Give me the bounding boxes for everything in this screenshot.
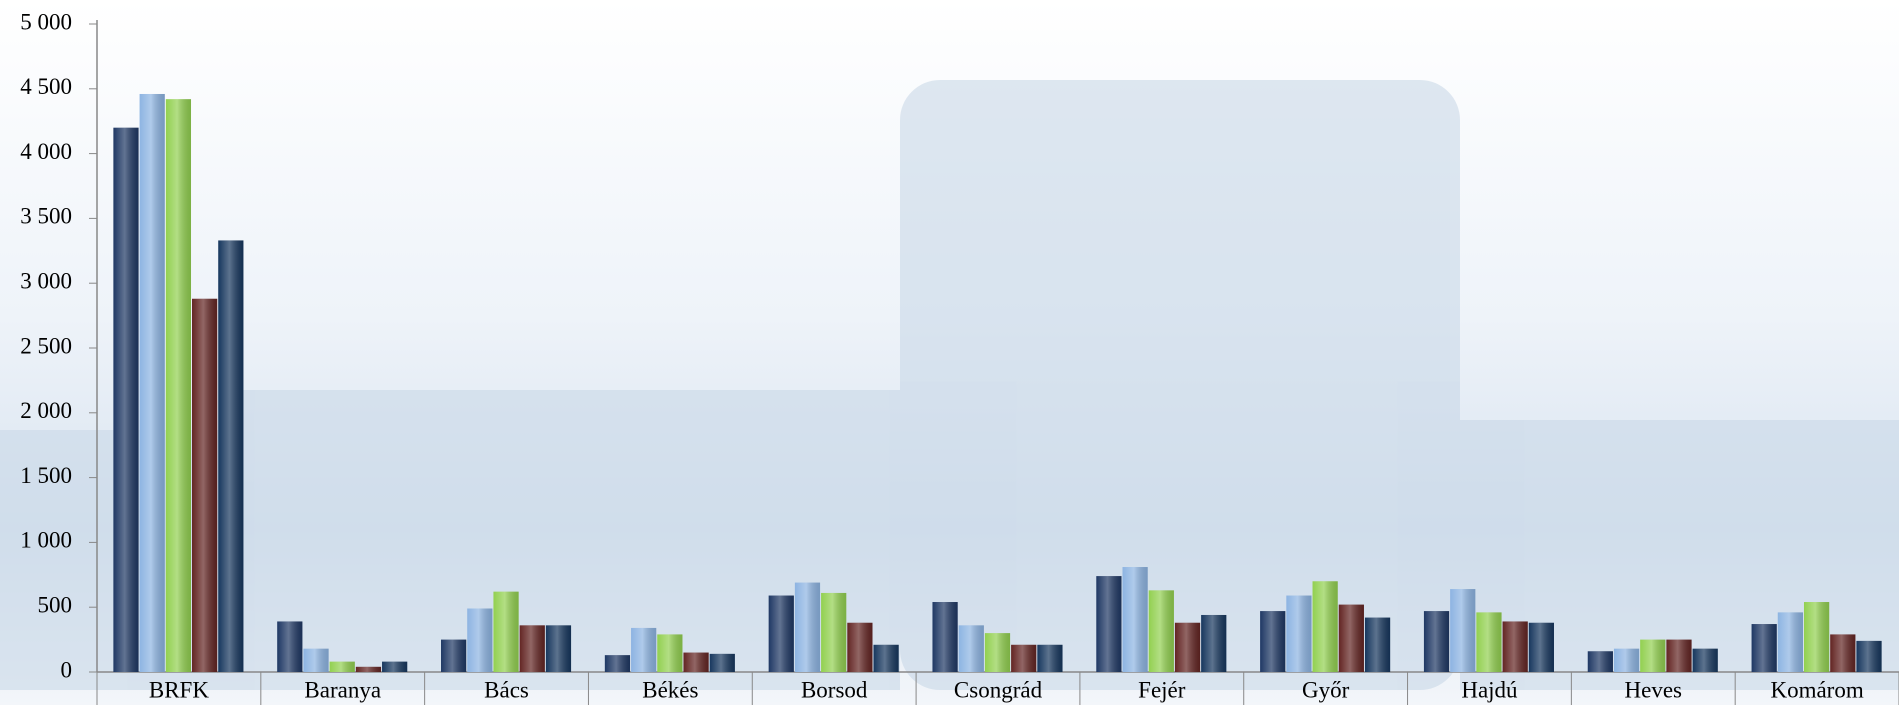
bar-shine <box>1666 639 1692 672</box>
bar-shine <box>467 608 493 672</box>
bar-shine <box>1286 595 1312 672</box>
bar-shine <box>657 634 683 672</box>
y-tick-label: 0 <box>61 657 73 682</box>
bar-shine <box>519 625 545 672</box>
bar-shine <box>1751 624 1777 672</box>
bar-shine <box>821 592 847 672</box>
bar-shine <box>1037 644 1063 672</box>
bar-shine <box>1260 611 1286 672</box>
bar-shine <box>1587 651 1613 672</box>
x-tick-label: Heves <box>1625 677 1683 702</box>
bar-shine <box>1692 648 1718 672</box>
bar-shine <box>794 582 821 672</box>
bar-shine <box>1613 648 1640 672</box>
bar-shine <box>1174 622 1201 672</box>
y-tick-label: 2 500 <box>20 333 72 358</box>
bar-shine <box>113 127 139 673</box>
bar-shine <box>873 644 899 672</box>
bar-shine <box>1640 639 1666 672</box>
x-tick-label: Borsod <box>801 677 868 702</box>
bar-shine <box>493 591 519 672</box>
bar-shine <box>631 627 657 672</box>
bar-shine <box>1011 644 1037 672</box>
bar-shine <box>1528 622 1554 672</box>
x-tick-label: Bács <box>484 677 529 702</box>
bar-shine <box>984 633 1011 672</box>
bar-shine <box>1122 567 1148 672</box>
x-tick-label: BRFK <box>149 677 209 702</box>
bar-shine <box>441 639 467 672</box>
bar-shine <box>847 622 873 672</box>
bar-shine <box>932 602 958 672</box>
bar-shine <box>1364 617 1391 672</box>
bar-shine <box>192 298 218 672</box>
bar-shine <box>1148 590 1174 672</box>
bar-shine <box>1830 634 1856 672</box>
bar-shine <box>277 621 303 672</box>
bar-shine <box>1476 612 1502 672</box>
x-tick-label: Komárom <box>1770 677 1863 702</box>
bar-shine <box>1312 581 1338 672</box>
y-tick-label: 5 000 <box>20 9 72 34</box>
bar-shine <box>218 240 244 672</box>
bar-shine <box>958 625 984 672</box>
x-tick-label: Fejér <box>1138 677 1186 702</box>
bar-shine <box>355 666 382 672</box>
bar-shine <box>303 648 329 672</box>
bar-shine <box>329 661 355 672</box>
bar-shine <box>1502 621 1528 672</box>
bar-shine <box>1803 602 1830 672</box>
y-tick-label: 4 500 <box>20 74 72 99</box>
y-tick-label: 1 000 <box>20 528 72 553</box>
x-tick-label: Csongrád <box>954 677 1043 702</box>
x-tick-label: Békés <box>642 677 698 702</box>
bar-shine <box>1096 576 1122 672</box>
y-tick-label: 2 000 <box>20 398 72 423</box>
y-tick-label: 3 500 <box>20 204 72 229</box>
bar-shine <box>1856 640 1882 672</box>
bar-shine <box>1450 589 1476 672</box>
bar-shine <box>709 653 735 672</box>
bar-shine <box>165 99 192 673</box>
y-tick-label: 1 500 <box>20 463 72 488</box>
y-tick-label: 500 <box>38 592 73 617</box>
x-tick-label: Győr <box>1302 677 1350 702</box>
x-tick-label: Hajdú <box>1461 677 1518 702</box>
bar-shine <box>1777 612 1803 672</box>
bar-shine <box>382 661 408 672</box>
bar-shine <box>768 595 794 672</box>
bar-shine <box>1423 611 1450 672</box>
bar-shine <box>545 625 572 672</box>
bar-shine <box>604 655 631 672</box>
y-tick-label: 3 000 <box>20 268 72 293</box>
x-tick-label: Baranya <box>304 677 381 702</box>
y-tick-label: 4 000 <box>20 139 72 164</box>
bar-shine <box>1201 614 1227 672</box>
bar-shine <box>683 652 709 672</box>
bar-shine <box>1338 604 1364 672</box>
bar-shine <box>139 93 165 672</box>
